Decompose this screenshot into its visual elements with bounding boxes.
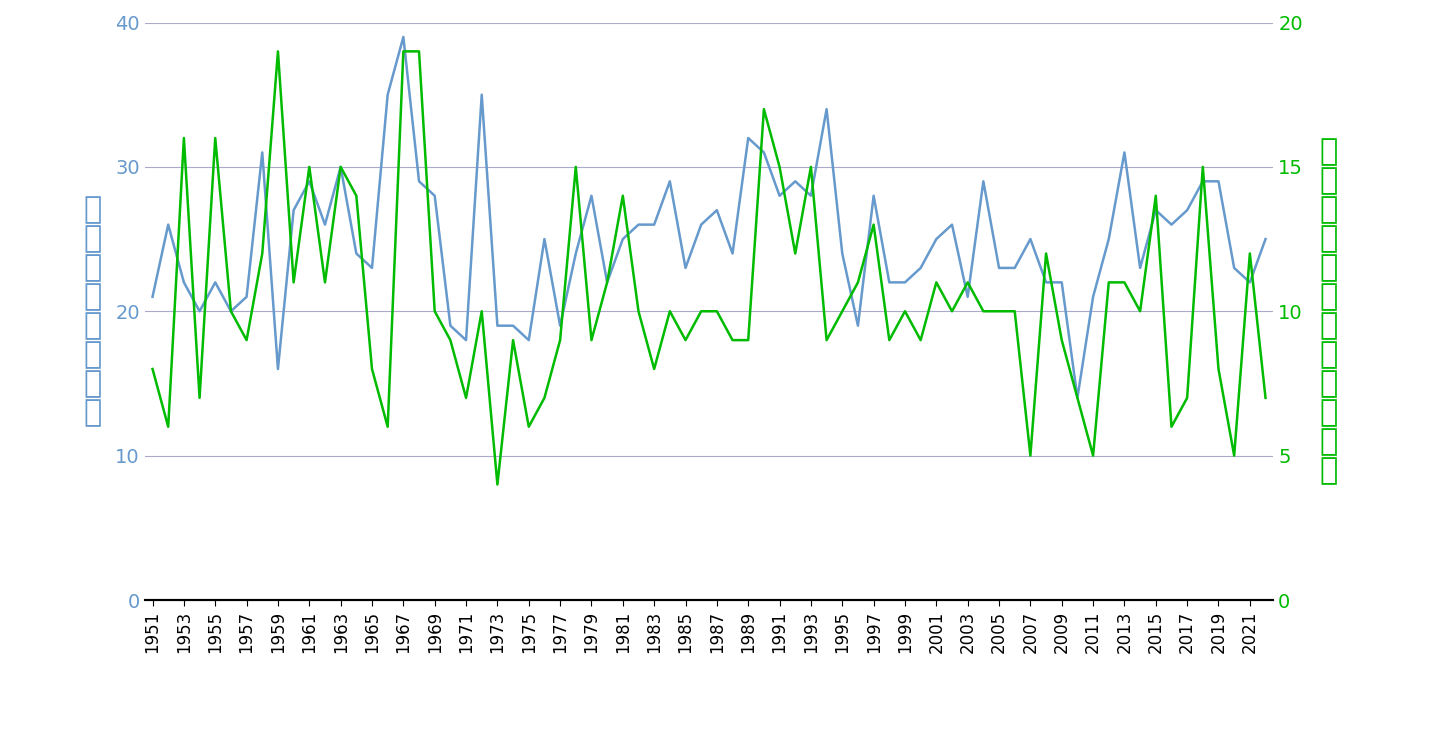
- Y-axis label: 台
風
の
年
間
発
生
数: 台 風 の 年 間 発 生 数: [82, 195, 101, 427]
- Y-axis label: 台
風
の
日
本
へ
の
年
間
接
近
数: 台 風 の 日 本 へ の 年 間 接 近 数: [1320, 137, 1338, 485]
